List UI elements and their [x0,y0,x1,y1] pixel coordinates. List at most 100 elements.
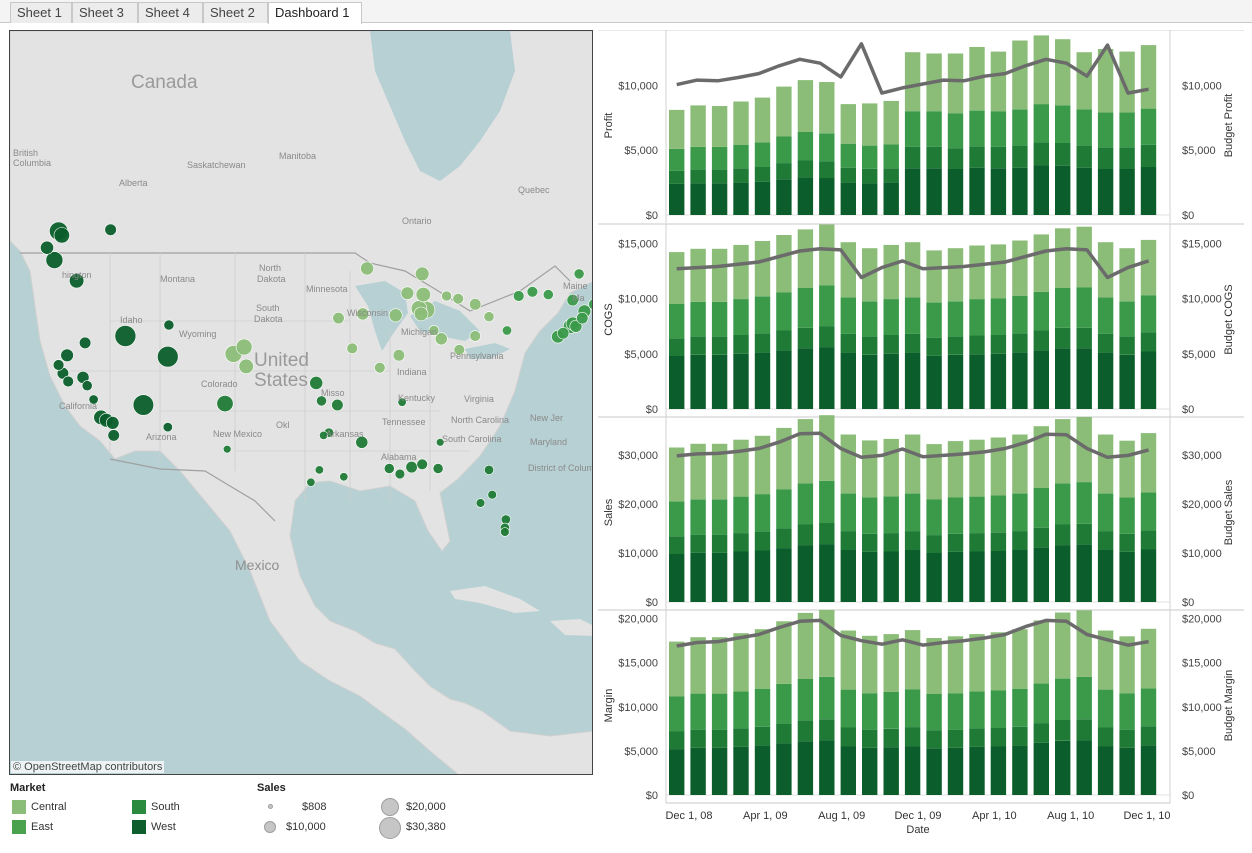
bar-segment-central[interactable] [733,101,749,146]
bar-segment-west[interactable] [904,352,921,409]
bar-segment-central[interactable] [1119,248,1135,302]
bar-segment-south[interactable] [840,727,856,747]
sales-marker-west[interactable] [132,394,154,416]
bar-segment-south[interactable] [904,333,921,353]
bar-segment-south[interactable] [947,533,964,552]
bar-segment-east[interactable] [840,143,856,168]
bar-segment-south[interactable] [1012,726,1028,746]
sales-marker-central[interactable] [360,261,374,276]
bar-segment-west[interactable] [883,551,899,603]
bar-segment-south[interactable] [990,532,1007,551]
bar-segment-central[interactable] [690,443,706,500]
bar-segment-central[interactable] [904,434,921,494]
bar-segment-east[interactable] [1140,492,1157,531]
sales-marker-south[interactable] [314,465,324,475]
bar-segment-west[interactable] [711,354,728,409]
bar-segment-east[interactable] [883,299,899,335]
bar-segment-west[interactable] [1097,550,1114,602]
bar-segment-west[interactable] [1119,354,1135,409]
bar-segment-west[interactable] [669,356,685,409]
bar-segment-central[interactable] [926,444,942,500]
bar-segment-west[interactable] [840,550,856,602]
bar-segment-south[interactable] [797,524,814,546]
sales-marker-east[interactable] [573,268,585,280]
bar-segment-east[interactable] [1055,483,1071,525]
bar-segment-south[interactable] [926,730,942,749]
bar-segment-west[interactable] [883,353,899,409]
bar-segment-south[interactable] [1033,330,1049,351]
bar-segment-east[interactable] [926,111,942,147]
bar-segment-east[interactable] [1076,482,1092,524]
bar-segment-central[interactable] [1012,629,1028,689]
sales-marker-south[interactable] [500,527,510,537]
bar-segment-south[interactable] [840,167,856,183]
bar-segment-east[interactable] [926,694,942,731]
bar-segment-east[interactable] [883,691,899,729]
bar-segment-central[interactable] [969,439,985,497]
bar-segment-east[interactable] [754,494,771,532]
bar-segment-south[interactable] [862,729,878,748]
bar-segment-south[interactable] [1097,147,1114,169]
legend-item-south[interactable]: South [132,800,180,814]
bar-segment-west[interactable] [1012,550,1028,602]
bar-segment-east[interactable] [904,689,921,728]
bar-segment-central[interactable] [990,632,1007,691]
bar-segment-central[interactable] [754,241,771,297]
bar-segment-west[interactable] [754,352,771,409]
bar-segment-south[interactable] [947,336,964,355]
sales-marker-east[interactable] [513,290,525,302]
bar-segment-east[interactable] [947,693,964,730]
sales-marker-east[interactable] [576,312,589,325]
sales-marker-central[interactable] [356,307,370,321]
bar-segment-west[interactable] [1119,747,1135,795]
bar-segment-west[interactable] [669,183,685,215]
bar-segment-central[interactable] [1076,610,1092,677]
bar-segment-south[interactable] [840,333,856,353]
bar-segment-central[interactable] [1097,242,1114,298]
bar-segment-east[interactable] [797,288,814,328]
bar-segment-east[interactable] [669,304,685,339]
bar-segment-east[interactable] [690,301,706,337]
bar-segment-east[interactable] [1119,693,1135,730]
bar-segment-south[interactable] [840,531,856,550]
bar-segment-east[interactable] [1033,104,1049,143]
bar-segment-south[interactable] [883,335,899,354]
bar-segment-south[interactable] [819,326,835,348]
bar-segment-south[interactable] [754,531,771,551]
sales-marker-west[interactable] [157,346,179,368]
bar-segment-central[interactable] [1076,416,1092,483]
bar-segment-central[interactable] [690,637,706,694]
bar-segment-central[interactable] [1097,630,1114,690]
bar-segment-west[interactable] [947,747,964,795]
panel-sales[interactable]: $0 $0 $10,000 $10,000 $20,000 $20,000 $30,000 $… [598,415,1244,610]
bar-segment-south[interactable] [733,168,749,183]
bar-segment-south[interactable] [1076,719,1092,741]
bar-segment-central[interactable] [840,434,856,494]
bar-segment-east[interactable] [883,496,899,534]
bar-segment-central[interactable] [1033,35,1049,105]
bar-segment-south[interactable] [1076,145,1092,168]
bar-segment-east[interactable] [862,497,878,534]
sales-marker-central[interactable] [452,293,464,305]
bar-segment-central[interactable] [776,86,792,137]
bar-segment-central[interactable] [840,104,856,144]
bar-segment-west[interactable] [904,550,921,602]
bar-segment-south[interactable] [776,330,792,351]
tab-sheet-2[interactable]: Sheet 2 [203,2,268,23]
bar-segment-east[interactable] [711,693,728,730]
bar-segment-west[interactable] [1012,352,1028,409]
bar-segment-south[interactable] [1055,720,1071,741]
sales-marker-east[interactable] [592,305,593,317]
bar-segment-south[interactable] [1119,533,1135,552]
bar-segment-west[interactable] [990,551,1007,602]
sales-marker-south[interactable] [216,395,234,413]
sales-marker-south[interactable] [436,438,445,447]
bar-segment-west[interactable] [754,550,771,603]
budget-line[interactable] [676,247,1150,280]
bar-segment-west[interactable] [1012,745,1028,795]
bar-segment-west[interactable] [1119,552,1135,602]
bar-segment-central[interactable] [904,630,921,690]
bar-segment-central[interactable] [1055,228,1071,288]
bar-segment-central[interactable] [776,235,792,293]
bar-segment-west[interactable] [926,748,942,795]
